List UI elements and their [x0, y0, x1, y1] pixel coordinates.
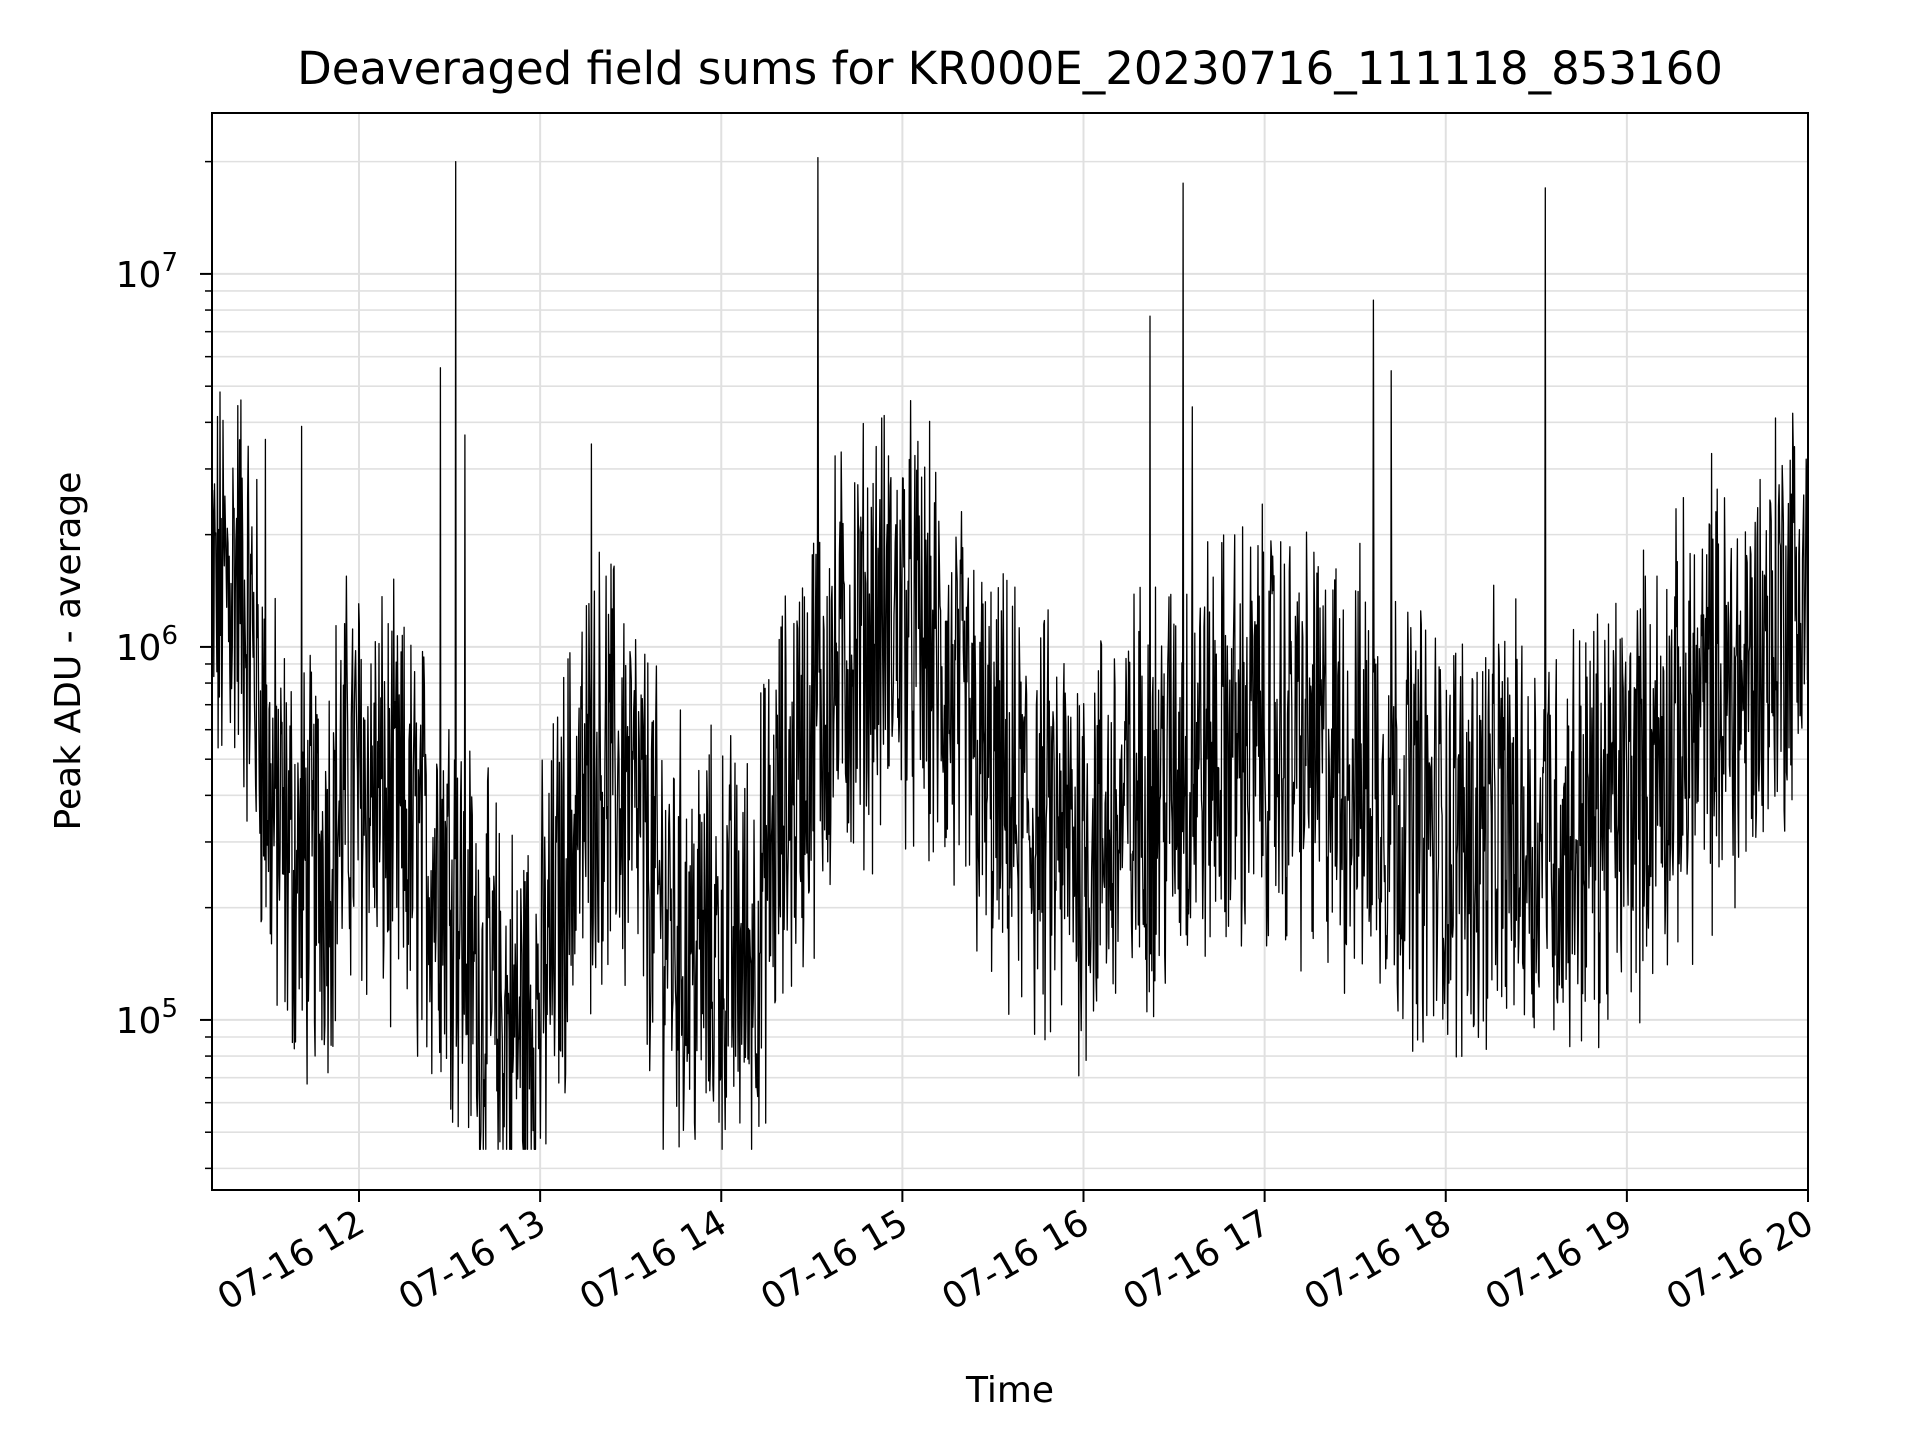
y-tick-label: 105 [116, 994, 178, 1042]
y-tick-label-exponent: 6 [161, 621, 178, 651]
axes-frame [211, 112, 1809, 1191]
x-axis-label: Time [965, 1370, 1054, 1411]
y-tick-label-exponent: 7 [161, 248, 178, 278]
y-tick-label-exponent: 5 [161, 994, 178, 1024]
y-tick-label-base: 10 [116, 255, 162, 296]
y-axis-label: Peak ADU - average [48, 472, 89, 831]
y-tick-label-base: 10 [116, 628, 162, 669]
y-tick-label: 106 [116, 621, 178, 669]
chart-title: Deaveraged field sums for KR000E_2023071… [297, 42, 1723, 95]
y-tick-label-base: 10 [116, 1001, 162, 1042]
series-line [212, 156, 1808, 1150]
plot-area [212, 156, 1808, 1150]
y-tick-label: 107 [116, 248, 178, 296]
